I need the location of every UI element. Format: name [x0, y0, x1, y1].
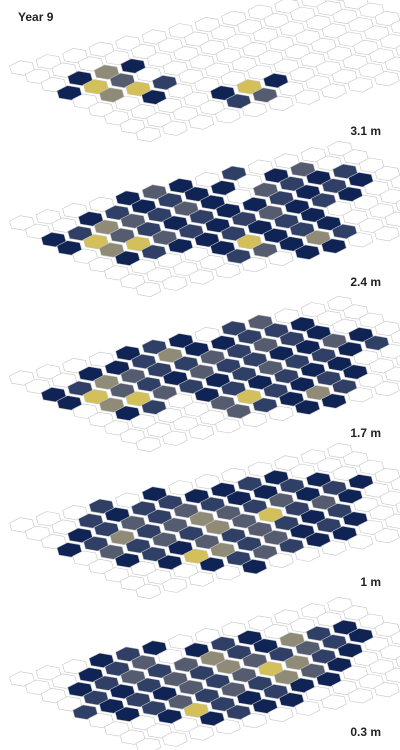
layer-depth-label: 1 m	[360, 575, 381, 589]
hex-layer-2	[10, 296, 400, 451]
layer-depth-label: 0.3 m	[350, 725, 381, 739]
hex-layer-3	[10, 443, 400, 598]
hex-layer-1	[10, 141, 400, 296]
hex-layer-4	[10, 597, 400, 750]
layer-depth-label: 3.1 m	[350, 124, 381, 138]
layer-depth-label: 2.4 m	[350, 275, 381, 289]
layer-depth-label: 1.7 m	[350, 426, 381, 440]
hex-layer-0	[10, 0, 400, 142]
